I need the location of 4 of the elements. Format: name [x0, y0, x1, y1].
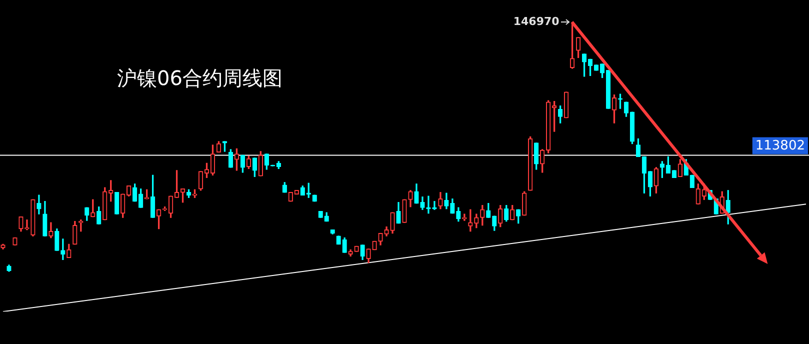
annotation: 146970	[513, 14, 560, 28]
annotation: 113802	[755, 138, 805, 154]
text: 沪镍06合约周线图	[117, 65, 282, 92]
candlestick	[60, 238, 66, 260]
